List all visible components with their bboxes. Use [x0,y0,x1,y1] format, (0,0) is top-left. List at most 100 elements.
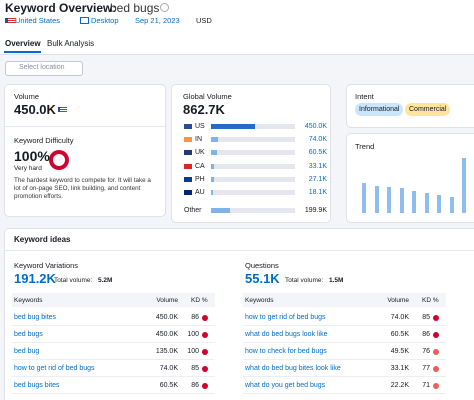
country-code: AU [195,189,205,196]
keyword-link[interactable]: what do you get bed bugs [245,382,326,389]
keyword-link[interactable]: what do bed bug bites look like [245,365,341,372]
country-code: CA [195,162,205,170]
volume-bar [211,208,231,213]
kd-dot [433,383,439,389]
col-volume: Volume [156,297,178,304]
trend-bar [412,191,416,213]
row-divider [243,376,446,377]
kd-dot [202,349,208,355]
section-count: 191.2K [14,271,56,286]
bar-track [211,163,295,169]
volume-bar [211,150,217,156]
add-icon[interactable] [160,3,169,12]
kd-description: The hardest keyword to compete for. It w… [14,177,151,200]
flag [184,163,192,169]
kd-ring [49,150,69,170]
bar-track [211,176,295,182]
divider [5,250,474,251]
keyword-link[interactable]: what do bed bugs look like [245,331,328,338]
keyword-kd: 85 [422,314,430,321]
col-keywords: Keywords [14,297,43,304]
country-volume: 33.1K [308,162,327,170]
page-title: Keyword Overview: [5,1,117,15]
kd-level: Very hard [14,165,42,172]
volume-bar [211,190,213,195]
location-box[interactable] [5,61,83,76]
trend-bar [449,196,454,213]
col-kd: KD % [191,297,208,304]
keyword-link[interactable]: bed bugs [14,331,43,338]
keyword: bed bugs [110,1,160,15]
total-label: Total volume: [54,277,93,284]
row-divider [12,359,215,360]
row-divider [243,342,446,343]
country-code: Other [184,207,202,214]
country-volume: 18.1K [308,189,327,196]
device-select[interactable]: Desktop [91,16,119,25]
row-divider [243,359,446,360]
device-icon [80,17,89,24]
keyword-kd: 86 [191,382,199,389]
intent-label: Intent [355,92,374,101]
col-volume: Volume [387,297,409,304]
total-value: 5.2M [98,277,113,284]
col-keywords: Keywords [245,297,274,304]
keyword-link[interactable]: how to check for bed bugs [245,348,327,355]
flag-us [5,18,16,23]
keyword-volume: 33.1K [390,365,409,372]
section-title: Questions [245,261,279,270]
kd-label: Keyword Difficulty [14,136,74,145]
keyword-link[interactable]: bed bug bites [14,314,57,321]
divider [5,126,165,127]
database-select[interactable]: United States [15,16,61,25]
keyword-kd: 86 [191,314,199,321]
keyword-volume: 60.5K [159,382,178,389]
table-header [12,293,215,307]
kd-dot [433,315,439,321]
bar-track [211,137,295,143]
volume-card [5,85,165,216]
keyword-kd: 85 [191,365,199,372]
country-volume: 60.5K [308,149,327,157]
keyword-link[interactable]: how to get rid of bed bugs [14,365,95,372]
keyword-volume: 49.5K [390,348,409,355]
kd-value: 100% [14,148,50,164]
section-count: 55.1K [245,271,280,286]
trend-bar [424,193,429,213]
intent-tag: Commercial [405,103,451,116]
trend-bar [462,158,466,213]
keyword-link[interactable]: bed bug [14,348,40,355]
keyword-link[interactable]: how to get rid of bed bugs [245,314,326,321]
total-value: 1.5M [329,277,344,284]
bar-track [211,150,295,156]
location-placeholder: Select location [19,64,65,71]
country-code: IN [195,136,202,144]
kd-dot [433,366,439,372]
row-divider [12,325,215,326]
table-header [243,293,446,307]
tab[interactable]: Bulk Analysis [47,39,95,48]
kd-dot [202,383,208,389]
kd-dot [202,366,208,372]
kd-ring-hole [53,154,65,166]
tab[interactable]: Overview [5,39,41,48]
country-code: UK [195,149,205,157]
keyword-kd: 100 [187,348,199,355]
keyword-volume: 74.0K [159,365,178,372]
keyword-kd: 100 [187,331,199,338]
flag [184,176,192,182]
keyword-ideas-card [5,229,474,400]
row-divider [12,376,215,377]
kd-dot [202,332,208,338]
row-divider [243,393,446,394]
country-code: PH [195,175,205,183]
total-label: Total volume: [285,277,324,284]
volume-bar [211,137,219,143]
keyword-volume: 74.0K [390,314,409,321]
trend-bar [437,194,441,213]
country-volume: 74.0K [308,136,327,144]
trend-bar [387,186,391,213]
keyword-link[interactable]: bed bugs bites [14,382,60,389]
date-select[interactable]: Sep 21, 2023 [135,16,180,25]
